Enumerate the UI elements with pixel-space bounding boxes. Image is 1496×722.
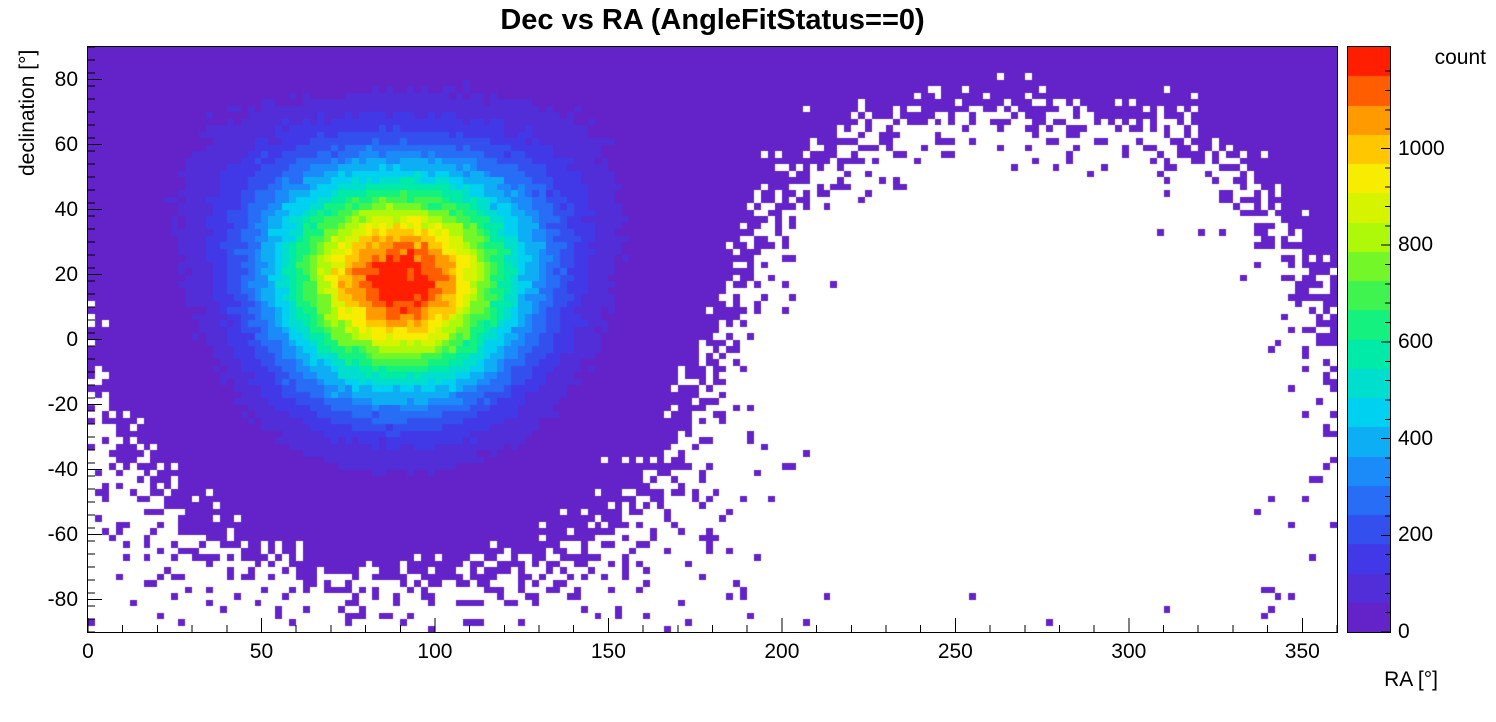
y-tick-label: -40 <box>47 457 78 481</box>
z-tick-label: 600 <box>1398 329 1434 353</box>
y-tick-label: 60 <box>54 132 78 156</box>
heatmap-canvas <box>88 47 1337 632</box>
x-tick-label: 300 <box>1111 640 1147 663</box>
x-tick-label: 0 <box>82 640 94 663</box>
colorbar-title: count <box>1434 46 1486 69</box>
z-tick-label: 400 <box>1398 426 1434 450</box>
x-tick-label: 350 <box>1284 640 1320 663</box>
colorbar-canvas <box>1348 47 1390 632</box>
y-tick-label: 80 <box>54 67 78 91</box>
z-tick-label: 0 <box>1398 620 1410 643</box>
y-tick-label: 0 <box>66 327 78 351</box>
y-tick-label: -60 <box>47 522 78 546</box>
x-tick-label: 100 <box>417 640 453 663</box>
x-axis-title: RA [°] <box>1384 668 1438 691</box>
y-tick-label: -20 <box>47 392 78 416</box>
z-tick-label: 800 <box>1398 233 1434 257</box>
y-tick-label: 40 <box>54 197 78 221</box>
y-tick-label: 20 <box>54 262 78 286</box>
x-tick-label: 200 <box>764 640 800 663</box>
x-tick-label: 250 <box>937 640 973 663</box>
chart-title: Dec vs RA (AngleFitStatus==0) <box>500 4 925 36</box>
x-tick-label: 50 <box>249 640 274 663</box>
z-tick-label: 200 <box>1398 523 1434 547</box>
y-tick-label: -80 <box>47 587 78 611</box>
z-tick-label: 1000 <box>1398 136 1445 160</box>
x-tick-label: 150 <box>590 640 626 663</box>
